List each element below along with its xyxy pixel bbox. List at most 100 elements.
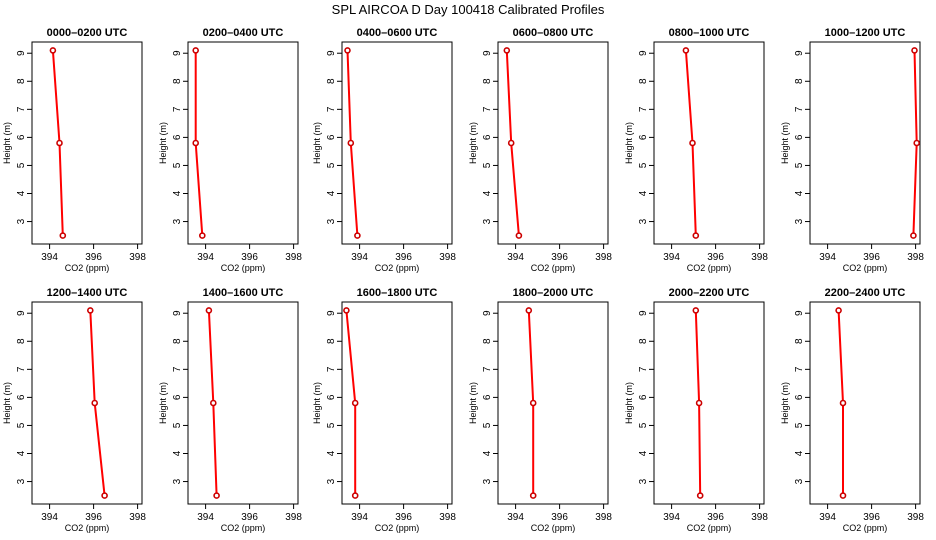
y-tick-label: 7 <box>638 366 649 372</box>
y-tick-label: 5 <box>172 162 183 168</box>
data-point <box>351 492 359 499</box>
y-axis-label: Height (m) <box>158 382 168 424</box>
data-point <box>56 139 63 147</box>
x-tick-label: 394 <box>663 252 680 263</box>
y-tick-label: 3 <box>16 478 27 484</box>
y-tick-label: 6 <box>794 134 805 140</box>
y-tick-label: 9 <box>172 310 183 316</box>
y-axis-label: Height (m) <box>2 382 12 424</box>
profile-panel: 0400–0600 UTC 394 396 398 CO2 (ppm) 3 4 5 6 7 8 9 He… <box>312 27 456 273</box>
panel-title: 1000–1200 UTC <box>825 27 906 39</box>
y-tick-label: 3 <box>794 478 805 484</box>
profile-panel: 2000–2200 UTC 394 396 398 CO2 (ppm) 3 4 5 6 7 8 9 He… <box>624 287 768 533</box>
x-tick-label: 398 <box>285 252 302 263</box>
x-tick-label: 394 <box>41 252 58 263</box>
y-tick-label: 6 <box>482 394 493 400</box>
plot-frame <box>31 301 143 505</box>
profile-panel: 0000–0200 UTC 394 396 398 CO2 (ppm) 3 4 5 6 7 8 9 He… <box>2 27 146 273</box>
x-tick-label: 394 <box>507 252 524 263</box>
y-tick-label: 6 <box>16 394 27 400</box>
data-point <box>343 307 350 314</box>
profile-panel: 0600–0800 UTC 394 396 398 CO2 (ppm) 3 4 5 6 7 8 9 He… <box>468 27 612 273</box>
panel-title: 0000–0200 UTC <box>47 27 128 39</box>
y-tick-label: 4 <box>172 450 183 456</box>
y-tick-label: 6 <box>638 134 649 140</box>
y-tick-label: 7 <box>794 106 805 112</box>
profile-panel: 1600–1800 UTC 394 396 398 CO2 (ppm) 3 4 5 6 7 8 9 He… <box>312 287 456 533</box>
y-tick-label: 3 <box>16 218 27 224</box>
data-point <box>351 399 359 407</box>
y-tick-label: 8 <box>638 338 649 344</box>
x-tick-label: 394 <box>663 512 680 523</box>
plot-frame <box>653 301 765 505</box>
data-point <box>529 492 537 499</box>
plot-frame <box>653 41 765 245</box>
y-tick-label: 9 <box>16 310 27 316</box>
y-tick-label: 9 <box>172 50 183 56</box>
y-tick-label: 7 <box>794 366 805 372</box>
data-point <box>213 492 220 499</box>
panel-title: 2200–2400 UTC <box>825 287 906 299</box>
y-tick-label: 5 <box>638 422 649 428</box>
data-point <box>210 399 217 407</box>
x-tick-label: 398 <box>439 512 456 523</box>
x-tick-label: 398 <box>285 512 302 523</box>
panel-title: 1600–1800 UTC <box>357 287 438 299</box>
y-tick-label: 5 <box>172 422 183 428</box>
y-tick-label: 6 <box>326 394 337 400</box>
x-tick-label: 398 <box>751 512 768 523</box>
y-tick-label: 3 <box>638 478 649 484</box>
data-point <box>696 492 704 499</box>
x-axis-label: CO2 (ppm) <box>531 263 576 273</box>
data-point <box>507 139 515 147</box>
data-point <box>695 399 703 407</box>
x-tick-label: 394 <box>197 512 214 523</box>
y-tick-label: 9 <box>326 310 337 316</box>
y-tick-label: 8 <box>794 78 805 84</box>
x-axis-label: CO2 (ppm) <box>221 523 266 533</box>
panel-title: 1200–1400 UTC <box>47 287 128 299</box>
y-tick-label: 4 <box>326 190 337 196</box>
y-tick-label: 5 <box>482 422 493 428</box>
data-point <box>682 47 690 54</box>
data-point <box>910 232 917 239</box>
x-tick-label: 396 <box>707 252 724 263</box>
plot-frame <box>341 301 453 505</box>
data-point <box>839 399 847 407</box>
y-tick-label: 5 <box>794 162 805 168</box>
data-point <box>347 139 355 147</box>
profile-panel: 0800–1000 UTC 394 396 398 CO2 (ppm) 3 4 5 6 7 8 9 He… <box>624 27 768 273</box>
plot-frame <box>187 301 299 505</box>
data-point <box>525 307 533 314</box>
y-axis-label: Height (m) <box>780 382 790 424</box>
data-point <box>101 492 108 499</box>
y-tick-label: 4 <box>638 190 649 196</box>
y-tick-label: 3 <box>172 218 183 224</box>
data-point <box>344 47 351 54</box>
y-tick-label: 7 <box>172 106 183 112</box>
data-point <box>515 232 523 239</box>
x-tick-label: 398 <box>907 512 924 523</box>
y-tick-label: 7 <box>482 366 493 372</box>
data-point <box>354 232 361 239</box>
y-tick-label: 8 <box>482 338 493 344</box>
panel-title: 0200–0400 UTC <box>203 27 284 39</box>
y-tick-label: 7 <box>638 106 649 112</box>
data-point <box>91 399 98 407</box>
x-axis-label: CO2 (ppm) <box>843 263 888 273</box>
y-tick-label: 6 <box>326 134 337 140</box>
x-tick-label: 396 <box>85 252 102 263</box>
x-tick-label: 396 <box>85 512 102 523</box>
y-tick-label: 3 <box>482 478 493 484</box>
data-point <box>192 139 199 147</box>
plot-frame <box>341 41 453 245</box>
y-axis-label: Height (m) <box>624 122 634 164</box>
x-tick-label: 394 <box>819 252 836 263</box>
y-axis-label: Height (m) <box>158 122 168 164</box>
x-tick-label: 394 <box>507 512 524 523</box>
y-tick-label: 9 <box>482 310 493 316</box>
y-tick-label: 5 <box>638 162 649 168</box>
y-tick-label: 8 <box>326 338 337 344</box>
y-tick-label: 6 <box>794 394 805 400</box>
